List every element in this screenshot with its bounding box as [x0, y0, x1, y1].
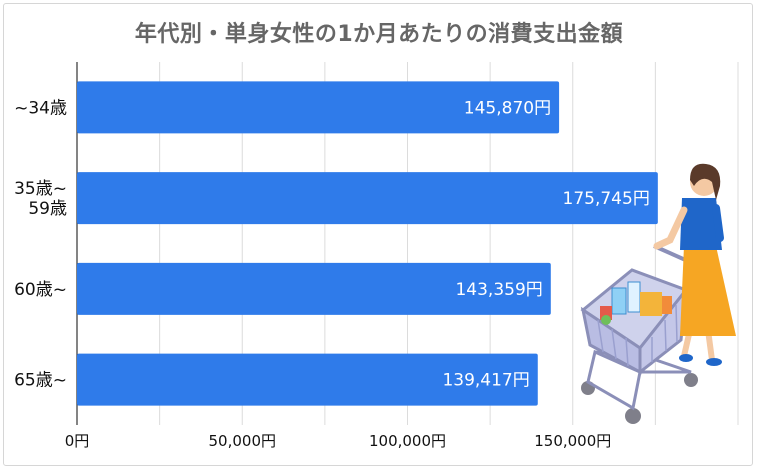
x-tick-label: 100,000円 [369, 432, 446, 450]
bar-value-label: 139,417円 [442, 371, 529, 391]
category-label: 60歳~ [14, 280, 67, 300]
bar-value-label: 145,870円 [464, 98, 551, 118]
category-labels: ~34歳 35歳~59歳 60歳~ 65歳~ [14, 98, 67, 390]
x-tick-label: 150,000円 [534, 432, 611, 450]
category-label: 35歳~ [14, 179, 67, 199]
bar-value-label: 175,745円 [563, 189, 650, 209]
category-label: 59歳 [28, 199, 67, 219]
x-tick-labels: 0円 50,000円 100,000円 150,000円 [65, 432, 612, 450]
bar [77, 353, 538, 406]
bar [77, 81, 560, 134]
chart-title: 年代別・単身女性の1か月あたりの消費支出金額 [134, 22, 624, 47]
category-label: 65歳~ [14, 371, 67, 391]
bar [77, 262, 551, 315]
x-tick-label: 0円 [65, 432, 90, 450]
bar-value-label: 143,359円 [455, 280, 542, 300]
bar [77, 172, 658, 225]
category-label: ~34歳 [14, 98, 67, 118]
x-tick-label: 50,000円 [209, 432, 277, 450]
woman-with-shopping-cart-icon [580, 163, 736, 424]
bars: 145,870円 175,745円 143,359円 139,417円 [77, 81, 658, 406]
